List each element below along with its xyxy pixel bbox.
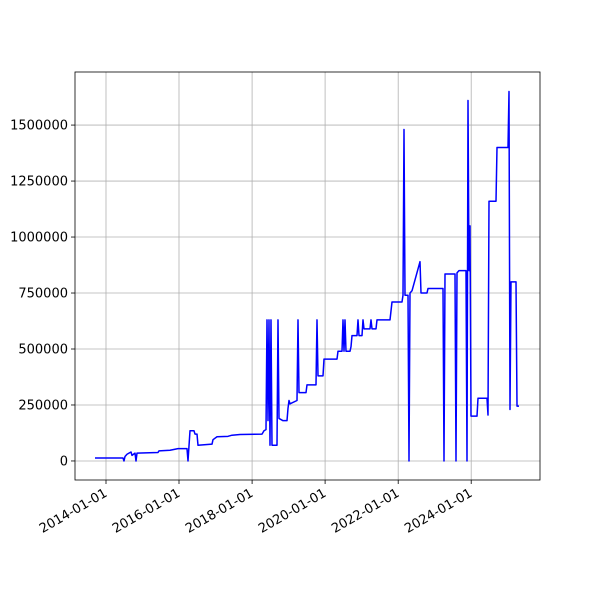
y-tick-label: 1500000 xyxy=(10,119,68,134)
y-tick-label: 0 xyxy=(60,454,68,469)
data-line xyxy=(95,90,519,462)
plot-frame xyxy=(74,71,541,481)
y-tick-label: 500000 xyxy=(18,343,68,358)
y-tick-label: 250000 xyxy=(18,398,68,413)
y-tick-label: 1250000 xyxy=(10,175,68,190)
y-tick-label: 1000000 xyxy=(10,231,68,246)
y-tick-label: 750000 xyxy=(18,287,68,302)
